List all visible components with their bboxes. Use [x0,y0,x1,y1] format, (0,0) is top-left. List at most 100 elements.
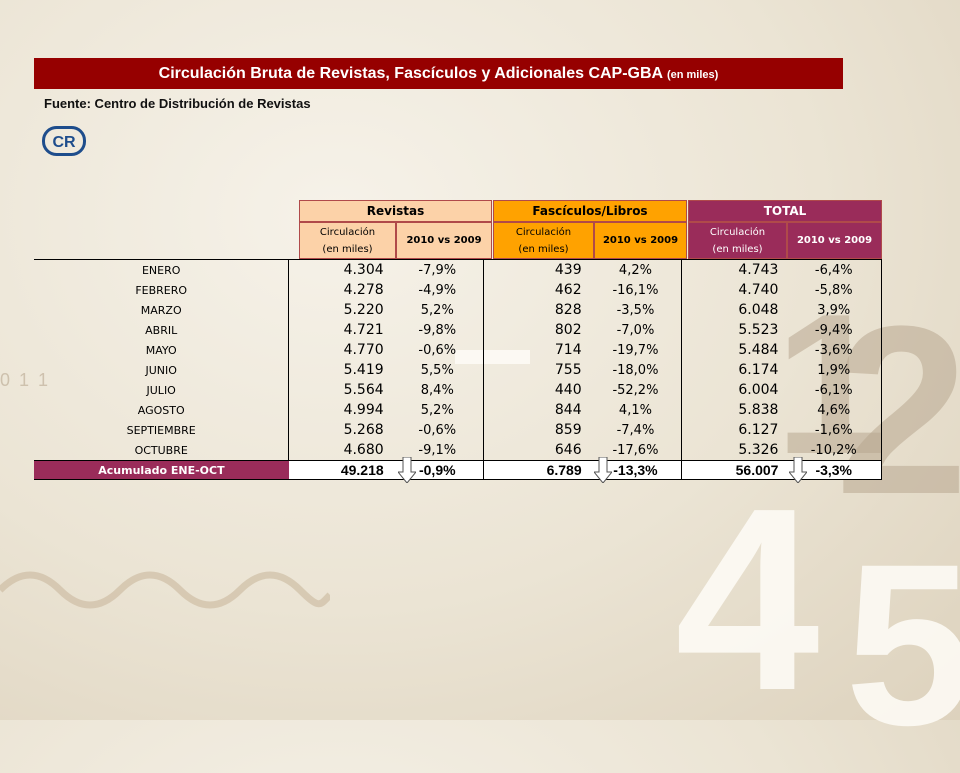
circulacion-label: Circulación [319,226,376,238]
value-cell-rev: 5.268 [288,420,392,440]
subheader-fasciculos-comparison: 2010 vs 2009 [594,222,687,259]
value-cell-fas: 844 [554,402,582,418]
value-cell-tot: 5.523 [738,322,779,338]
background-number-left: 0 1 1 [0,370,51,390]
value-cell-fas: 439 [483,259,590,280]
group-header-revistas: Revistas [299,200,492,222]
value-cell-rev-pct: 8,4% [391,380,484,400]
subheader-revistas-circulacion: Circulación (en miles) [299,222,396,259]
title-unit: (en miles) [666,69,719,81]
value-cell-tot: 4.743 [681,259,787,280]
total-row: Acumulado ENE-OCT 49.218 -0,9% 6.789 -13,3% 5… [34,460,883,480]
value-cell-tot-pct: -3,6% [786,340,883,360]
unit-label: (en miles) [712,243,763,255]
value-cell-tot-pct: -9,4% [786,320,883,340]
value-cell-rev-pct: -4,9% [391,280,484,300]
group-header-total: TOTAL [688,200,882,222]
background-number-four: 4 [675,455,820,745]
value-cell-rev: 4.770 [288,340,392,360]
value-cell-tot: 6.004 [738,382,779,398]
month-cell: JUNIO [145,363,177,377]
value-cell-tot-pct: 1,9% [786,360,883,380]
group-header-fasciculos: Fascículos/Libros [493,200,687,222]
value-cell-rev-pct: 5,2% [391,400,484,420]
value-cell-tot-pct: -6,4% [786,259,883,280]
value-cell-rev-pct: -9,8% [391,320,484,340]
value-cell-rev: 5.419 [288,360,392,380]
month-cell: AGOSTO [137,403,185,417]
value-cell-fas: 859 [554,422,582,438]
logo-text: CR [52,134,76,151]
unit-label: (en miles) [322,243,373,255]
month-cell: JULIO [146,383,176,397]
value-cell-rev-pct: 5,2% [391,300,484,320]
value-cell-fas-pct: -16,1% [589,280,683,300]
value-cell-tot-pct: -6,1% [786,380,883,400]
month-cell: MAYO [145,343,177,357]
value-cell-fas-pct: -17,6% [589,440,683,461]
value-cell-fas-pct: -19,7% [589,340,683,360]
circulation-table: ENERO 4.304 -7,9% 439 4,2% 4.743 -6,4% FEBRERO 4… [34,259,883,480]
value-cell-fas-pct: -7,0% [589,320,683,340]
table-row: OCTUBRE 4.680 -9,1% 646 -17,6% 5.326 -10,2% [34,440,883,461]
circulacion-label: Circulación [515,226,572,238]
value-cell-fas-pct: -52,2% [589,380,683,400]
total-cell-tot-pct: -3,3% [786,460,883,480]
title-text: Circulación Bruta de Revistas, Fascículo… [158,65,663,82]
value-cell-rev-pct: -0,6% [391,420,484,440]
value-cell-tot: 5.326 [738,442,779,458]
value-cell-fas: 755 [554,362,582,378]
total-cell-fas-pct: -13,3% [589,460,683,480]
down-arrow-icon [789,457,807,483]
value-cell-rev-pct: -9,1% [391,440,484,461]
table-row: JULIO 5.564 8,4% 440 -52,2% 6.004 -6,1% [34,380,883,400]
decorative-wave-icon [0,571,330,609]
table-row: SEPTIEMBRE 5.268 -0,6% 859 -7,4% 6.127 -1,6% [34,420,883,440]
title-banner: Circulación Bruta de Revistas, Fascículo… [34,58,843,89]
cr-logo-icon: CR [42,126,86,156]
value-cell-tot: 5.484 [738,342,779,358]
value-cell-tot: 4.740 [738,282,779,298]
total-cell-rev: 49.218 [288,460,392,480]
subheader-total-circulacion: Circulación (en miles) [688,222,787,259]
total-cell-fas: 6.789 [483,460,590,480]
value-cell-rev: 5.564 [288,380,392,400]
total-cell-tot: 56.007 [681,460,787,480]
value-cell-rev-pct: 5,5% [391,360,484,380]
table-row: ABRIL 4.721 -9,8% 802 -7,0% 5.523 -9,4% [34,320,883,340]
value-cell-fas-pct: -7,4% [589,420,683,440]
table-row: AGOSTO 4.994 5,2% 844 4,1% 5.838 4,6% [34,400,883,420]
circulacion-label: Circulación [709,226,766,238]
value-cell-tot: 6.127 [738,422,779,438]
value-cell-tot: 6.048 [738,302,779,318]
subheader-revistas-comparison: 2010 vs 2009 [396,222,492,259]
month-cell: OCTUBRE [134,443,188,457]
subheader-total-comparison: 2010 vs 2009 [787,222,882,259]
value-cell-fas-pct: -3,5% [589,300,683,320]
table-row: ENERO 4.304 -7,9% 439 4,2% 4.743 -6,4% [34,259,883,280]
value-cell-rev: 5.220 [288,300,392,320]
value-cell-tot: 5.838 [738,402,779,418]
source-note: Fuente: Centro de Distribución de Revist… [44,96,311,111]
value-cell-tot-pct: -10,2% [786,440,883,461]
value-cell-rev: 4.994 [288,400,392,420]
value-cell-fas: 828 [554,302,582,318]
value-cell-tot-pct: -5,8% [786,280,883,300]
value-cell-tot-pct: -1,6% [786,420,883,440]
value-cell-rev-pct: -0,6% [391,340,484,360]
value-cell-rev: 4.304 [288,259,392,280]
value-cell-tot-pct: 4,6% [786,400,883,420]
value-cell-rev: 4.680 [288,440,392,461]
total-label: Acumulado ENE-OCT [34,460,289,480]
month-cell: ENERO [34,259,289,280]
value-cell-rev-pct: -7,9% [391,259,484,280]
value-cell-tot: 6.174 [738,362,779,378]
table-row: JUNIO 5.419 5,5% 755 -18,0% 6.174 1,9% [34,360,883,380]
table-row: MARZO 5.220 5,2% 828 -3,5% 6.048 3,9% [34,300,883,320]
month-cell: SEPTIEMBRE [126,423,196,437]
table-row: MAYO 4.770 -0,6% 714 -19,7% 5.484 -3,6% [34,340,883,360]
value-cell-fas-pct: 4,2% [589,259,683,280]
month-cell: ABRIL [145,323,178,337]
unit-label: (en miles) [518,243,569,255]
value-cell-fas: 646 [554,442,582,458]
